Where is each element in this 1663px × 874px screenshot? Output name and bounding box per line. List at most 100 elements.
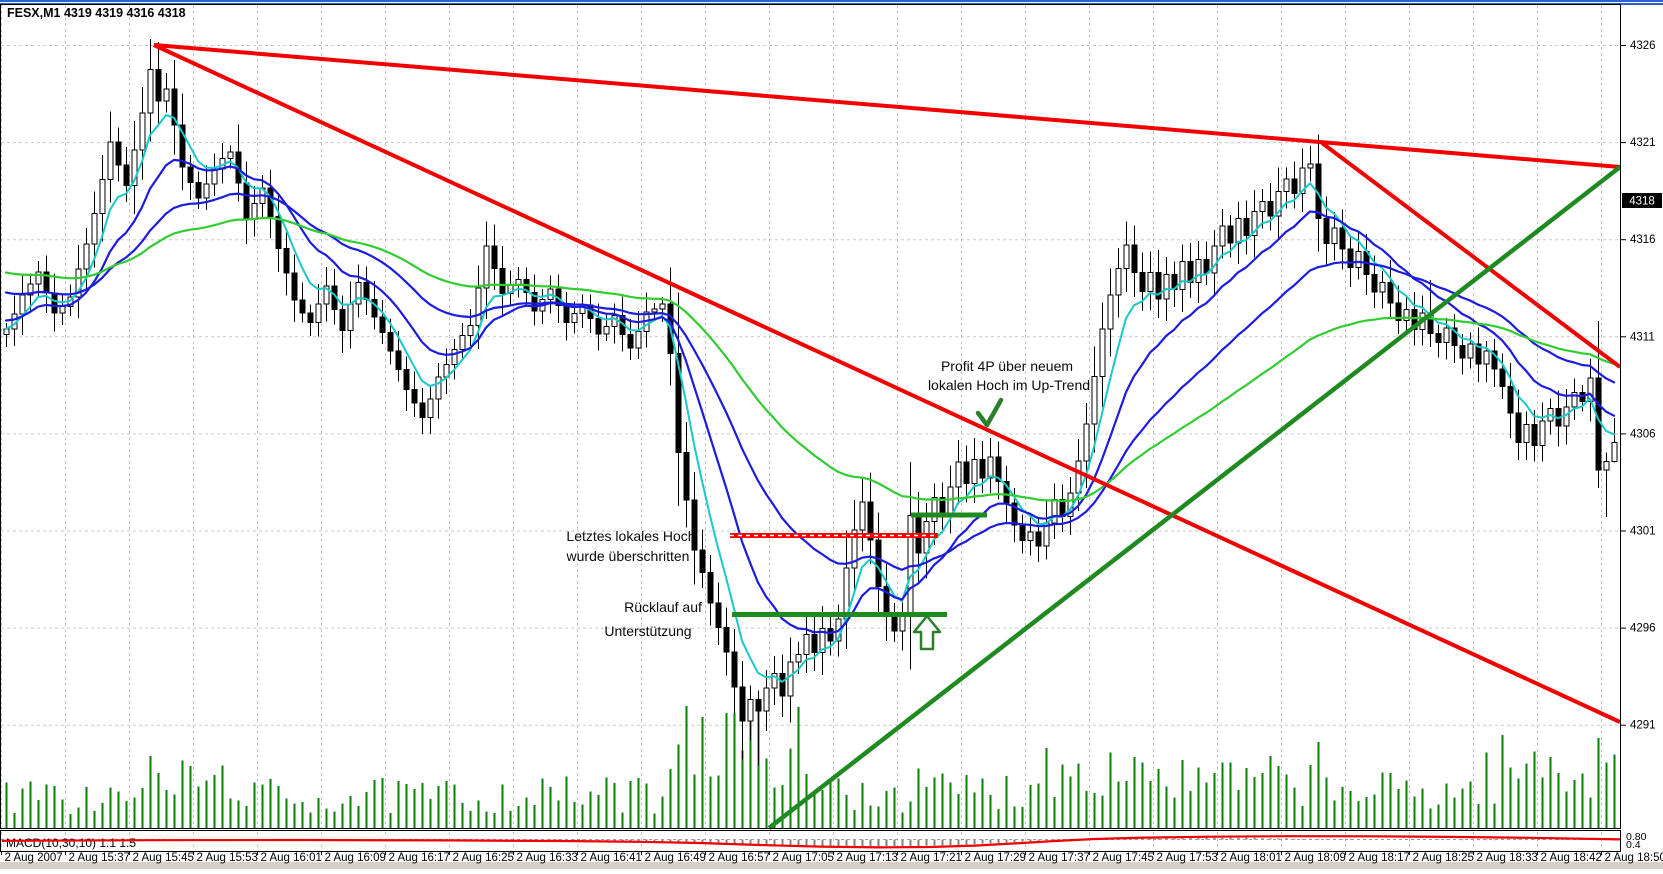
candle-up	[1196, 259, 1201, 282]
candle-up	[1564, 407, 1569, 426]
time-tick-label: 2 Aug 2007	[5, 852, 63, 864]
candle-up	[748, 700, 753, 721]
candle-down	[1268, 201, 1273, 215]
candle-down	[1516, 413, 1521, 442]
macd-indicator-label: MACD(10,30,10) 1.1 1.5	[6, 836, 136, 850]
candle-up	[468, 325, 473, 335]
time-tick-label: 2 Aug 16:01	[261, 852, 322, 864]
candle-down	[1132, 245, 1137, 272]
candle-up	[1468, 344, 1473, 358]
candle-up	[860, 502, 865, 530]
current-price-label: 4318	[1629, 196, 1655, 208]
candle-up	[100, 180, 105, 214]
candle-up	[460, 336, 465, 350]
candle-up	[796, 654, 801, 662]
candle-down	[244, 183, 249, 220]
annotation-ruecklauf-line1: Rücklauf auf	[624, 599, 702, 615]
candle-down	[780, 674, 785, 696]
candle-up	[764, 688, 769, 711]
candle-down	[388, 332, 393, 351]
price-tick-label: 4306	[1630, 428, 1656, 440]
candle-up	[636, 331, 641, 348]
candle-up	[84, 244, 89, 269]
candle-up	[1116, 269, 1121, 295]
candle-down	[564, 305, 569, 322]
candle-up	[1108, 295, 1113, 329]
candle-up	[1380, 282, 1385, 292]
candle-up	[932, 498, 937, 522]
candle-up	[228, 152, 233, 159]
candle-down	[276, 217, 281, 249]
time-tick-label: 2 Aug 18:09	[1285, 852, 1346, 864]
candle-down	[364, 283, 369, 300]
candle-down	[492, 246, 497, 268]
candle-down	[1388, 282, 1393, 303]
time-tick-label: 2 Aug 18:01	[1221, 852, 1282, 864]
candle-up	[652, 309, 657, 312]
candle-down	[628, 335, 633, 348]
candle-down	[188, 167, 193, 183]
candle-up	[900, 616, 905, 632]
candle-down	[812, 634, 817, 652]
candle-up	[1124, 245, 1129, 269]
time-tick-label: 2 Aug 17:45	[1093, 852, 1154, 864]
time-tick-label: 2 Aug 17:29	[965, 852, 1026, 864]
candle-down	[740, 687, 745, 721]
price-tick-label: 4326	[1630, 40, 1656, 52]
candle-down	[1036, 532, 1041, 546]
candle-down	[300, 300, 305, 313]
time-tick-label: 2 Aug 18:33	[1477, 852, 1538, 864]
candle-down	[708, 573, 713, 604]
time-tick-label: 2 Aug 17:05	[773, 852, 834, 864]
candle-up	[660, 304, 665, 309]
candle-down	[292, 273, 297, 300]
candle-up	[1332, 228, 1337, 243]
candle-up	[804, 634, 809, 654]
time-tick-label: 2 Aug 16:49	[645, 852, 706, 864]
candle-up	[1084, 424, 1089, 461]
price-tick-label: 4321	[1630, 137, 1656, 149]
candle-up	[1356, 251, 1361, 267]
candle-down	[828, 629, 833, 641]
candle-down	[1228, 226, 1233, 243]
candle-down	[156, 69, 161, 101]
candle-down	[1020, 525, 1025, 540]
candle-down	[1532, 425, 1537, 446]
time-tick-label: 2 Aug 15:53	[197, 852, 258, 864]
candle-down	[124, 165, 129, 186]
candle-up	[436, 377, 441, 399]
candle-down	[724, 627, 729, 651]
time-tick-label: 2 Aug 15:45	[133, 852, 194, 864]
candle-down	[500, 268, 505, 293]
candle-up	[1308, 164, 1313, 168]
candle-up	[1052, 499, 1057, 523]
time-tick-label: 2 Aug 15:37	[69, 852, 130, 864]
candle-down	[340, 309, 345, 330]
candle-down	[1508, 387, 1513, 414]
time-tick-label: 2 Aug 16:57	[709, 852, 770, 864]
price-tick-label: 4291	[1630, 720, 1656, 732]
candle-up	[484, 246, 489, 288]
candle-up	[956, 462, 961, 487]
time-tick-label: 2 Aug 17:53	[1157, 852, 1218, 864]
candle-up	[1444, 328, 1449, 342]
candle-up	[1604, 461, 1609, 470]
candle-up	[1236, 218, 1241, 243]
price-tick-label: 4316	[1630, 234, 1656, 246]
candle-up	[1260, 201, 1265, 211]
time-tick-label: 2 Aug 18:25	[1413, 852, 1474, 864]
time-tick-label: 2 Aug 17:21	[901, 852, 962, 864]
time-tick-label: 2 Aug 18:17	[1349, 852, 1410, 864]
candle-up	[356, 283, 361, 304]
candle-down	[876, 540, 881, 587]
candle-up	[1220, 226, 1225, 246]
candle-up	[140, 113, 145, 150]
candle-down	[196, 183, 201, 198]
candle-up	[604, 326, 609, 334]
candle-down	[1436, 333, 1441, 342]
annotation-hoch-line1: Letztes lokales Hoch	[566, 528, 695, 544]
candle-down	[1372, 274, 1377, 292]
time-tick-label: 2 Aug 16:09	[325, 852, 386, 864]
